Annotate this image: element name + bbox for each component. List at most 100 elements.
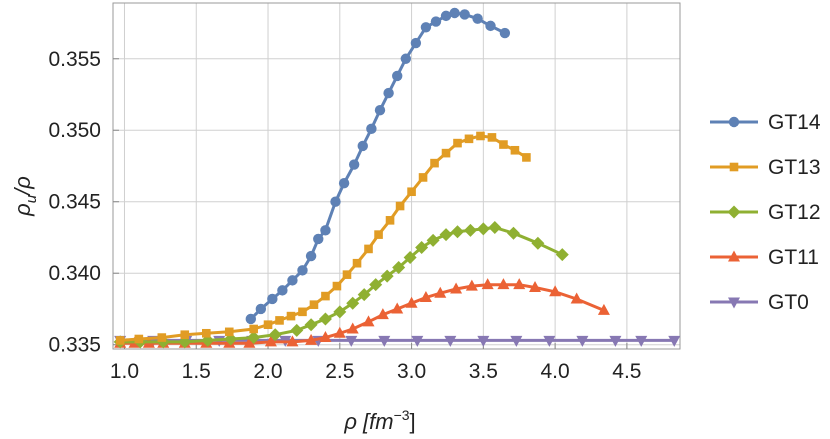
data-point xyxy=(287,275,298,286)
data-point xyxy=(453,138,462,148)
data-point xyxy=(609,335,622,347)
legend-marker xyxy=(728,250,740,262)
x-tick-label: 3.0 xyxy=(397,360,426,383)
y-axis-title: ρu/ρ xyxy=(10,176,40,217)
data-point xyxy=(245,313,257,325)
x-tick-labels: 1.0 1.5 2.0 2.5 3.0 3.5 4.0 4.5 xyxy=(110,360,642,383)
data-point xyxy=(286,335,299,347)
data-point xyxy=(451,225,465,239)
legend-item-gt12: GT12 xyxy=(710,201,821,224)
data-point xyxy=(267,293,278,305)
data-point xyxy=(378,335,391,347)
data-point xyxy=(391,302,404,314)
x-tick-label: 4.0 xyxy=(541,360,570,383)
data-point xyxy=(374,230,383,239)
data-point xyxy=(395,201,405,211)
data-point xyxy=(338,177,350,189)
data-point xyxy=(418,173,428,182)
data-point xyxy=(459,9,470,20)
data-point xyxy=(333,326,346,338)
data-point xyxy=(255,303,267,315)
data-point xyxy=(522,153,531,162)
legend-label: GT14 xyxy=(768,111,821,134)
data-point xyxy=(385,216,395,225)
data-point xyxy=(376,308,389,320)
tick-marks xyxy=(113,58,628,349)
data-point xyxy=(472,13,483,24)
legend-item-gt14: GT14 xyxy=(710,111,821,134)
series-gt13 xyxy=(115,131,531,345)
legend-marker xyxy=(729,162,739,172)
data-point xyxy=(313,233,324,245)
data-point xyxy=(449,7,460,19)
series-gt14 xyxy=(245,7,511,325)
data-point xyxy=(463,223,477,237)
data-point xyxy=(513,278,526,290)
data-point xyxy=(411,335,424,347)
data-point xyxy=(499,27,511,39)
data-point xyxy=(286,311,296,321)
data-point xyxy=(297,265,308,276)
data-point xyxy=(321,291,330,301)
data-point xyxy=(415,240,429,254)
data-point xyxy=(157,333,167,342)
data-point xyxy=(430,16,442,27)
data-point xyxy=(477,335,490,347)
plot-frame xyxy=(112,2,681,350)
x-tick-label: 4.5 xyxy=(612,360,641,383)
y-tick-label: 0.355 xyxy=(48,48,101,71)
data-point xyxy=(275,316,284,325)
y-tick-label: 0.340 xyxy=(48,262,101,285)
data-point xyxy=(576,335,589,347)
legend: GT14 GT13 GT12 GT11 GT0 xyxy=(710,111,821,314)
data-point xyxy=(529,281,542,293)
data-point xyxy=(366,123,377,135)
data-point xyxy=(263,320,273,329)
data-point xyxy=(383,87,394,99)
y-tick-label: 0.345 xyxy=(48,191,101,214)
data-point xyxy=(635,335,648,347)
data-point xyxy=(364,244,373,254)
data-point xyxy=(441,148,451,158)
data-point xyxy=(369,278,383,292)
data-point xyxy=(346,296,360,310)
data-point xyxy=(134,334,144,344)
data-point xyxy=(549,285,562,297)
data-point xyxy=(487,133,497,142)
legend-marker xyxy=(727,205,741,219)
data-point xyxy=(247,331,261,345)
data-point xyxy=(277,285,288,296)
x-tick-label: 2.5 xyxy=(325,360,354,383)
data-point xyxy=(497,278,510,290)
data-point xyxy=(290,323,304,337)
data-point xyxy=(342,270,352,279)
data-point xyxy=(450,282,463,294)
data-point xyxy=(444,335,457,347)
data-point xyxy=(348,159,360,170)
data-point xyxy=(202,328,211,338)
data-point xyxy=(346,322,359,334)
data-point xyxy=(305,250,317,262)
y-tick-label: 0.335 xyxy=(48,334,101,357)
data-point xyxy=(400,53,412,64)
data-point xyxy=(224,327,234,337)
x-tick-label: 1.0 xyxy=(110,360,139,383)
data-point xyxy=(506,226,520,240)
legend-item-gt13: GT13 xyxy=(710,156,821,179)
grid-lines xyxy=(113,3,680,349)
data-point xyxy=(434,286,447,298)
data-point xyxy=(464,134,474,144)
data-point xyxy=(510,335,523,347)
y-tick-labels: 0.335 0.340 0.345 0.350 0.355 xyxy=(48,48,101,357)
x-tick-label: 2.0 xyxy=(253,360,282,383)
data-point xyxy=(320,225,331,236)
data-point xyxy=(510,145,520,155)
data-point xyxy=(476,131,485,141)
legend-label: GT11 xyxy=(768,246,819,269)
data-point xyxy=(403,250,417,264)
data-point xyxy=(410,37,422,49)
data-point xyxy=(476,222,490,236)
data-point xyxy=(264,335,277,347)
legend-label: GT0 xyxy=(768,291,809,314)
data-point xyxy=(440,10,452,22)
